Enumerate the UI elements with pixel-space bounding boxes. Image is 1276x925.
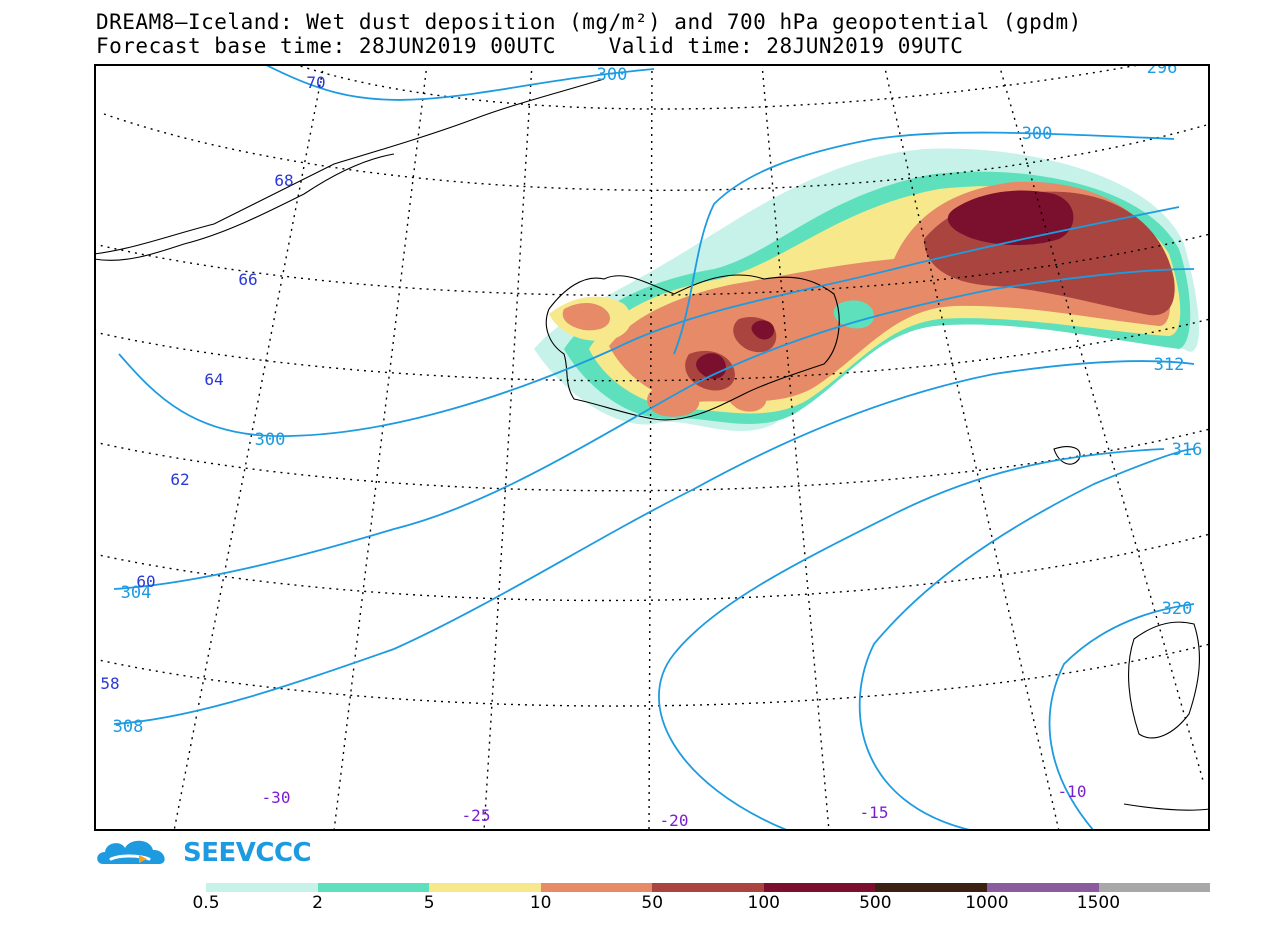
- forecast-time-line: Forecast base time: 28JUN2019 00UTC Vali…: [96, 34, 964, 58]
- geopotential-contours: [113, 64, 1195, 831]
- contour-labels: 300 300 296 300 312 316 320 304 308: [113, 64, 1203, 737]
- longitude-labels: -30 -25 -20 -15 -10: [262, 782, 1087, 830]
- meridians: [173, 64, 1205, 831]
- colorbar-swatch: [540, 883, 653, 892]
- colorbar-swatch: [652, 883, 764, 892]
- colorbar-labels: 0.5 2 5 10 50 100 500 1000 1500: [0, 893, 1276, 917]
- lat-label: 66: [238, 270, 257, 289]
- forecast-map: 300 300 296 300 312 316 320 304 308 70 6…: [94, 64, 1210, 831]
- lon-label: -25: [462, 806, 491, 825]
- lat-label: 64: [204, 370, 223, 389]
- contour-label: 304: [121, 583, 152, 603]
- contour-label: 300: [597, 65, 628, 85]
- colorbar: [206, 883, 1211, 892]
- contour-label: 296: [1147, 64, 1178, 78]
- colorbar-label: 50: [641, 893, 664, 913]
- colorbar-swatch: [206, 883, 318, 892]
- logo-text: SEEVCCC: [183, 838, 312, 868]
- contour-label: 312: [1154, 355, 1185, 375]
- colorbar-swatch: [429, 883, 541, 892]
- colorbar-label: 1000: [965, 893, 1009, 913]
- lat-label: 58: [100, 674, 119, 693]
- contour-label: 320: [1162, 599, 1193, 619]
- colorbar-label: 0.5: [192, 893, 220, 913]
- colorbar-label: 500: [859, 893, 892, 913]
- colorbar-label: 10: [529, 893, 552, 913]
- colorbar-swatch: [875, 883, 987, 892]
- lon-label: -15: [860, 803, 889, 822]
- lon-label: -20: [660, 811, 689, 830]
- lat-label: 68: [274, 171, 293, 190]
- colorbar-label: 5: [423, 893, 435, 913]
- lat-label: 70: [306, 73, 325, 92]
- contour-label: 300: [255, 430, 286, 450]
- map-title: DREAM8–Iceland: Wet dust deposition (mg/…: [96, 10, 1082, 34]
- colorbar-swatch: [986, 883, 1099, 892]
- lat-label: 60: [136, 572, 155, 591]
- colorbar-label: 1500: [1076, 893, 1121, 913]
- colorbar-swatch: [763, 883, 876, 892]
- lon-label: -10: [1058, 782, 1087, 801]
- parallels: [94, 64, 1210, 707]
- contour-label: 300: [1022, 124, 1053, 144]
- colorbar-swatch: [1098, 883, 1211, 892]
- map-frame: [94, 64, 1210, 831]
- lat-label: 62: [170, 470, 189, 489]
- lon-label: -30: [262, 788, 291, 807]
- seevccc-cloud-logo: [97, 840, 165, 864]
- latitude-labels: 70 68 66 64 62 60 58: [100, 73, 325, 693]
- coastlines: [94, 78, 1210, 811]
- colorbar-label: 2: [312, 893, 323, 913]
- colorbar-label: 100: [747, 893, 780, 913]
- contour-label: 308: [113, 717, 144, 737]
- colorbar-swatch: [317, 883, 430, 892]
- contour-label: 316: [1172, 440, 1203, 460]
